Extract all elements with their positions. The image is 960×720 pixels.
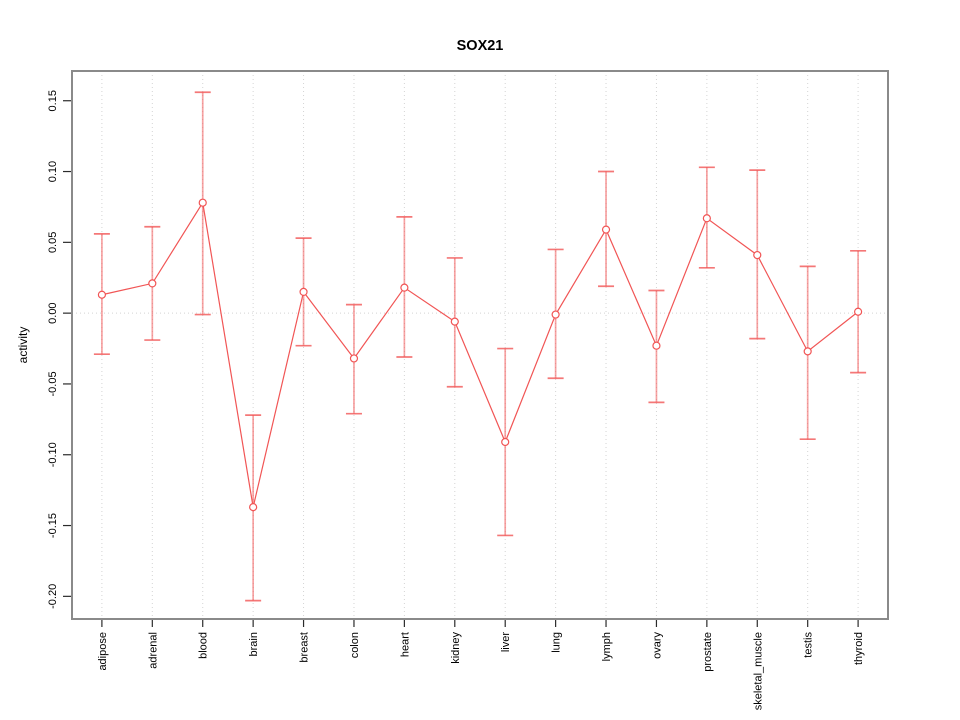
data-point [400,283,409,292]
x-tick-label: ovary [651,632,663,659]
data-point [652,341,661,350]
data-point [349,354,359,363]
x-tick-label: lymph [601,632,613,661]
plot-frame [71,70,889,620]
x-tick-label: adipose [97,632,109,671]
x-tick-label: skeletal_muscle [752,632,764,710]
y-axis-title: activity [16,327,30,364]
x-tick-label: colon [349,632,361,658]
chart-title: SOX21 [457,38,504,54]
data-point [853,307,863,316]
x-tick-label: liver [500,632,512,653]
x-tick-label: blood [198,632,210,659]
data-point [148,279,157,288]
y-tick-label: -0.15 [47,513,59,538]
y-tick-label: 0.05 [47,232,59,253]
x-tick-label: testis [803,632,815,658]
y-tick-label: -0.20 [47,584,59,609]
x-tick-label: kidney [450,632,462,664]
series-line [101,201,859,508]
x-tick-label: brain [248,632,260,656]
data-point [803,347,812,356]
x-tick-label: breast [299,632,311,663]
x-tick-label: prostate [702,632,714,672]
y-tick-label: -0.10 [47,442,59,467]
x-tick-label: thyroid [853,632,865,665]
data-point [702,214,711,223]
data-point [198,198,207,207]
plot-area: 0.15 0.10 0.05 0.00 -0.05 -0.10 -0.15 -0.20 adip… [47,70,889,710]
data-point [551,310,560,319]
data-point [450,317,459,326]
y-tick-label: 0.10 [47,161,59,182]
x-tick-label: heart [399,632,411,657]
y-tick-label: 0.15 [47,90,59,111]
data-point [501,437,510,447]
y-tick-label: 0.00 [47,302,59,323]
x-tick-label: adrenal [147,632,159,669]
data-point [601,225,611,234]
data-point [97,290,107,299]
data-point [753,250,762,260]
data-point [299,287,308,296]
x-tick-label: lung [551,632,563,653]
data-point [249,503,258,512]
y-tick-label: -0.05 [47,371,59,396]
